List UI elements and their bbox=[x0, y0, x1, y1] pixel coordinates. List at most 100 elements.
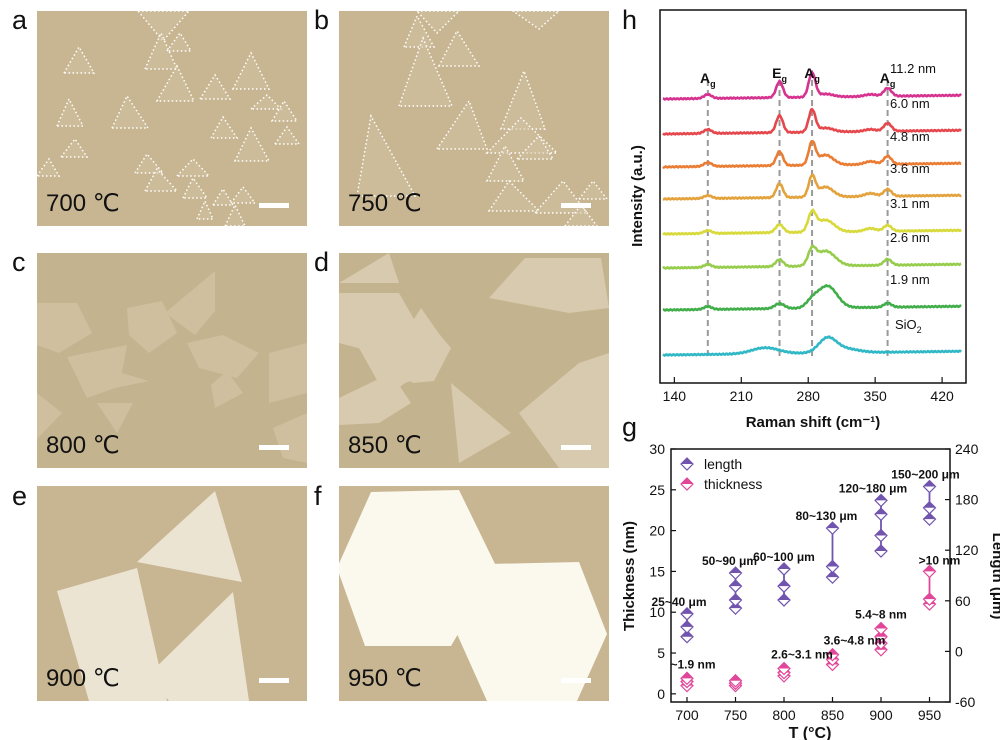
x-axis-label: Raman shift (cm⁻¹) bbox=[746, 414, 881, 431]
micrograph-950-image bbox=[339, 486, 609, 701]
micrograph-750: 750 ℃ bbox=[339, 11, 609, 226]
x-tick-label: 700 bbox=[675, 707, 699, 723]
series-label: SiO2 bbox=[895, 317, 922, 335]
micrograph-850-image bbox=[339, 253, 609, 468]
legend-label-length: length bbox=[704, 456, 742, 472]
plot-frame bbox=[670, 448, 951, 703]
spectrum-line bbox=[662, 140, 962, 170]
length-point-fill bbox=[826, 522, 839, 529]
scale-bar bbox=[259, 678, 289, 683]
y-left-tick-label: 10 bbox=[649, 604, 665, 620]
length-point-fill bbox=[923, 501, 936, 508]
spectrum-line bbox=[662, 335, 962, 358]
x-tick-label: 210 bbox=[730, 388, 754, 404]
length-point-fill bbox=[923, 513, 936, 520]
spectrum-line bbox=[662, 283, 962, 312]
panel-letter-h: h bbox=[622, 5, 638, 35]
y-left-tick-label: 15 bbox=[649, 563, 665, 579]
legend-marker-length-fill bbox=[681, 458, 693, 464]
x-tick-label: 750 bbox=[724, 707, 748, 723]
micrograph-950: 950 ℃ bbox=[339, 486, 609, 701]
y-right-tick-label: -60 bbox=[955, 694, 975, 710]
plot-frame bbox=[659, 9, 967, 384]
y-right-tick-label: 240 bbox=[955, 441, 979, 457]
x-tick-label: 140 bbox=[663, 388, 687, 404]
length-point-fill bbox=[681, 607, 693, 614]
micrograph-900: 900 ℃ bbox=[37, 486, 307, 701]
y-left-tick-label: 5 bbox=[657, 645, 665, 661]
x-tick-label: 850 bbox=[821, 707, 845, 723]
scale-bar bbox=[561, 678, 591, 683]
y-right-tick-label: 0 bbox=[955, 643, 963, 659]
x-tick-label: 800 bbox=[772, 707, 796, 723]
scale-bar bbox=[561, 445, 591, 450]
temperature-label-900: 900 ℃ bbox=[46, 665, 120, 692]
micrograph-800-image bbox=[37, 253, 307, 468]
peak-label: Ag bbox=[804, 65, 820, 84]
panel-letter-a: a bbox=[12, 5, 28, 35]
peak-label: Ag bbox=[700, 70, 716, 89]
y-right-tick-label: 120 bbox=[955, 542, 979, 558]
length-point-fill bbox=[681, 620, 693, 627]
peak-label: Eg bbox=[772, 65, 787, 84]
x-tick-label: 280 bbox=[797, 388, 821, 404]
thickness-point-fill bbox=[875, 622, 887, 629]
spectrum-line bbox=[662, 107, 962, 136]
y-axis-right-label: Length (μm) bbox=[989, 533, 1000, 620]
panel-letter-d: d bbox=[314, 247, 330, 277]
length-point-fill bbox=[729, 580, 742, 587]
series-label: 1.9 nm bbox=[890, 272, 930, 287]
length-range-label: 150~200 μm bbox=[891, 468, 959, 482]
legend-label-thickness: thickness bbox=[704, 476, 762, 492]
panel-letter-e: e bbox=[12, 481, 28, 511]
panel-letter-f: f bbox=[314, 481, 322, 511]
series-label: 11.2 nm bbox=[890, 61, 936, 76]
micrograph-850: 850 ℃ bbox=[339, 253, 609, 468]
panel-letter-b: b bbox=[314, 5, 330, 35]
length-range-label: 25~40 μm bbox=[651, 595, 706, 609]
series-label: 4.8 nm bbox=[890, 129, 930, 144]
series-label: 6.0 nm bbox=[890, 96, 930, 111]
thickness-range-label: 2.6~3.1 nm bbox=[771, 648, 833, 662]
x-tick-label: 420 bbox=[930, 388, 954, 404]
thickness-range-label: 3.6~4.8 nm bbox=[824, 634, 886, 648]
length-point-fill bbox=[875, 545, 887, 552]
y-left-tick-label: 20 bbox=[649, 523, 665, 539]
legend-marker-thickness-fill bbox=[681, 478, 693, 484]
panel-letter-c: c bbox=[12, 247, 26, 277]
scale-bar bbox=[259, 203, 289, 208]
thickness-range-label: 5.4~8 nm bbox=[855, 608, 907, 622]
thickness-point-fill bbox=[923, 593, 936, 600]
length-range-label: 80~130 μm bbox=[796, 509, 858, 523]
temperature-label-800: 800 ℃ bbox=[46, 432, 120, 459]
length-point-fill bbox=[875, 508, 887, 515]
length-range-label: 60~100 μm bbox=[753, 550, 815, 564]
temperature-label-750: 750 ℃ bbox=[348, 190, 422, 217]
micrograph-800: 800 ℃ bbox=[37, 253, 307, 468]
scale-bar bbox=[259, 445, 289, 450]
thickness-point-fill bbox=[729, 674, 742, 681]
length-point-fill bbox=[778, 580, 790, 587]
length-point-fill bbox=[875, 529, 887, 536]
y-axis-label: Intensity (a.u.) bbox=[629, 145, 646, 247]
series-label: 3.1 nm bbox=[890, 196, 930, 211]
thickness-point-fill bbox=[778, 662, 790, 669]
temperature-label-850: 850 ℃ bbox=[348, 432, 422, 459]
y-axis-left-label: Thickness (nm) bbox=[621, 521, 638, 631]
length-point-fill bbox=[875, 494, 887, 501]
spectrum-line bbox=[662, 244, 962, 271]
y-right-tick-label: 180 bbox=[955, 492, 979, 508]
temperature-label-700: 700 ℃ bbox=[46, 190, 120, 217]
length-point-fill bbox=[826, 571, 839, 578]
micrograph-900-image bbox=[37, 486, 307, 701]
length-range-label: 50~90 μm bbox=[702, 554, 757, 568]
length-point-fill bbox=[826, 560, 839, 567]
length-point-fill bbox=[729, 567, 742, 574]
x-axis-label: T (°C) bbox=[789, 725, 832, 740]
length-point-fill bbox=[778, 562, 790, 569]
scale-bar bbox=[561, 203, 591, 208]
thickness-point-fill bbox=[923, 565, 936, 572]
x-tick-label: 950 bbox=[918, 707, 942, 723]
thickness-range-label: ~1.9 nm bbox=[670, 657, 715, 671]
panel-letter-g: g bbox=[622, 412, 638, 442]
